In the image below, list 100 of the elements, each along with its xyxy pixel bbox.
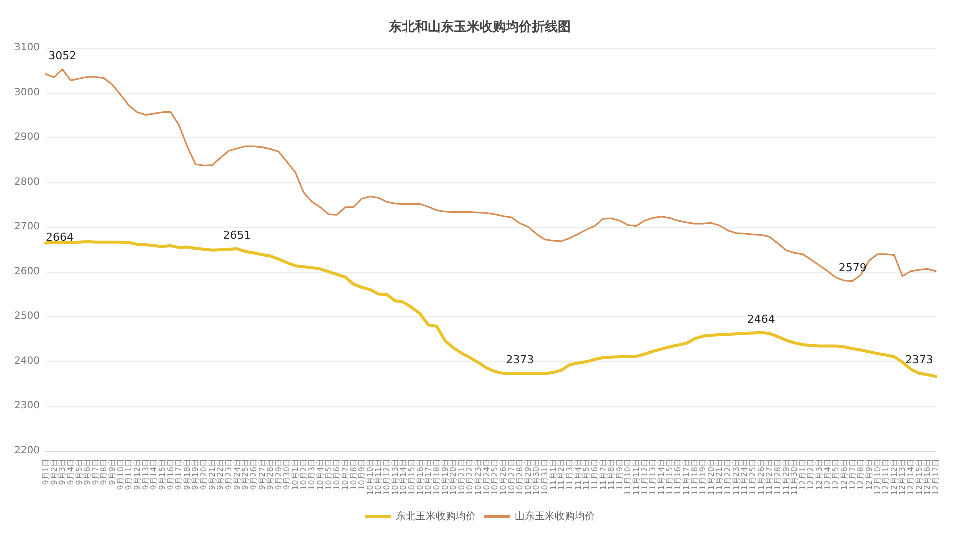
- data-label: 3052: [48, 49, 77, 62]
- x-tick-label: 9月1日: [42, 459, 50, 486]
- x-tick-label: 10月26日: [498, 459, 508, 496]
- x-tick-label: 11月2日: [557, 459, 566, 490]
- x-tick-label: 11月25日: [748, 459, 758, 496]
- x-tick-label: 9月22日: [216, 459, 226, 490]
- x-tick-label: 9月17日: [174, 459, 184, 490]
- x-tick-label: 11月26日: [756, 459, 766, 496]
- x-tick-label: 11月20日: [706, 459, 716, 496]
- chart-title: 东北和山东玉米收购均价折线图: [388, 19, 571, 35]
- x-tick-label: 11月10日: [624, 459, 633, 496]
- x-tick-label: 11月8日: [607, 459, 616, 490]
- x-tick-label: 10月31日: [540, 459, 550, 496]
- x-tick-label: 10月25日: [490, 459, 500, 496]
- x-tick-label: 10月15日: [407, 459, 416, 496]
- x-tick-label: 11月23日: [732, 459, 741, 496]
- x-tick-label: 12月3日: [815, 459, 824, 490]
- x-tick-label: 11月7日: [598, 459, 608, 490]
- x-tick-label: 11月28日: [773, 459, 782, 496]
- x-tick-label: 10月7日: [340, 459, 350, 490]
- x-tick-label: 9月12日: [132, 459, 142, 490]
- data-label: 2651: [223, 229, 252, 242]
- x-tick-label: 10月27日: [507, 459, 516, 496]
- x-tick-label: 9月24日: [232, 459, 242, 490]
- x-tick-label: 11月13日: [648, 459, 658, 496]
- x-tick-label: 10月17日: [424, 459, 434, 496]
- x-tick-label: 11月12日: [640, 459, 650, 496]
- x-tick-label: 11月9日: [615, 459, 624, 490]
- x-tick-label: 10月21日: [457, 459, 466, 496]
- x-tick-label: 10月4日: [316, 459, 325, 490]
- x-tick-label: 10月10日: [366, 459, 375, 496]
- x-tick-label: 9月7日: [91, 459, 100, 486]
- x-tick-label: 10月16日: [416, 459, 425, 496]
- y-tick-label: 2400: [14, 356, 40, 367]
- x-tick-label: 10月24日: [482, 459, 492, 496]
- x-tick-label: 9月20日: [200, 459, 209, 490]
- x-tick-label: 9月8日: [100, 459, 109, 486]
- x-tick-label: 9月25日: [241, 459, 250, 490]
- y-tick-label: 2800: [14, 176, 40, 188]
- x-tick-label: 9月29日: [274, 459, 284, 490]
- x-tick-label: 12月6日: [840, 459, 850, 490]
- line-series: [44, 240, 938, 378]
- x-tick-label: 11月14日: [657, 459, 666, 496]
- x-tick-label: 12月5日: [832, 459, 841, 490]
- x-tick-label: 12月15日: [914, 459, 924, 496]
- legend-label: 东北玉米收购均价: [396, 510, 476, 522]
- x-tick-label: 10月9日: [358, 459, 367, 490]
- x-tick-label: 10月28日: [516, 459, 525, 496]
- x-tick-label: 9月30日: [282, 459, 292, 490]
- x-tick-label: 10月18日: [432, 459, 442, 496]
- x-tick-label: 9月5日: [74, 459, 84, 486]
- x-tick-label: 10月19日: [440, 459, 450, 496]
- x-tick-label: 10月5日: [324, 459, 334, 490]
- x-tick-label: 11月17日: [682, 459, 691, 496]
- x-tick-label: 12月12日: [890, 459, 899, 496]
- data-label: 2373: [905, 354, 934, 367]
- x-tick-label: 9月26日: [249, 459, 258, 490]
- x-tick-label: 12月16日: [923, 459, 932, 496]
- x-tick-label: 12月9日: [864, 459, 874, 490]
- x-tick-label: 11月15日: [665, 459, 674, 496]
- x-tick-label: 10月3日: [308, 459, 317, 490]
- data-label: 2373: [506, 354, 534, 367]
- x-tick-label: 11月22日: [724, 459, 733, 496]
- x-tick-label: 11月1日: [548, 459, 558, 490]
- x-tick-label: 9月18日: [182, 459, 192, 490]
- x-tick-label: 10月2日: [299, 459, 308, 490]
- x-tick-label: 9月16日: [166, 459, 176, 490]
- x-tick-label: 10月30日: [532, 459, 542, 496]
- x-tick-label: 12月13日: [898, 459, 908, 496]
- x-tick-label: 9月28日: [266, 459, 276, 490]
- x-tick-label: 12月2日: [806, 459, 816, 490]
- x-tick-label: 9月9日: [108, 459, 118, 486]
- x-tick-label: 11月24日: [740, 459, 750, 496]
- x-tick-label: 11月4日: [574, 459, 583, 490]
- x-tick-label: 10月11日: [374, 459, 384, 496]
- x-tick-label: 12月17日: [932, 459, 940, 496]
- x-tick-label: 10月22日: [466, 459, 475, 496]
- x-tick-label: 10月1日: [291, 459, 300, 490]
- data-label: 2464: [747, 312, 776, 326]
- y-tick-label: 2900: [14, 132, 40, 144]
- y-tick-label: 3100: [14, 42, 40, 54]
- x-tick-label: 9月11日: [124, 459, 134, 490]
- x-tick-label: 12月8日: [856, 459, 866, 490]
- y-tick-label: 3000: [14, 87, 40, 98]
- x-tick-label: 9月4日: [66, 459, 76, 486]
- x-tick-label: 10月8日: [349, 459, 358, 490]
- x-tick-label: 12月4日: [823, 459, 832, 490]
- x-tick-label: 10月29日: [524, 459, 533, 496]
- y-tick-label: 2300: [14, 400, 40, 412]
- x-tick-label: 9月6日: [83, 459, 92, 486]
- data-label: 2664: [46, 231, 74, 244]
- x-tick-label: 10月13日: [390, 459, 400, 496]
- x-tick-label: 9月10日: [116, 459, 126, 490]
- x-tick-label: 12月11日: [882, 459, 891, 496]
- x-tick-label: 9月2日: [50, 459, 59, 486]
- line-series: [45, 68, 937, 282]
- y-tick-label: 2500: [14, 311, 40, 322]
- x-tick-label: 12月14日: [906, 459, 916, 496]
- x-tick-label: 9月27日: [258, 459, 267, 490]
- y-tick-label: 2200: [14, 446, 40, 456]
